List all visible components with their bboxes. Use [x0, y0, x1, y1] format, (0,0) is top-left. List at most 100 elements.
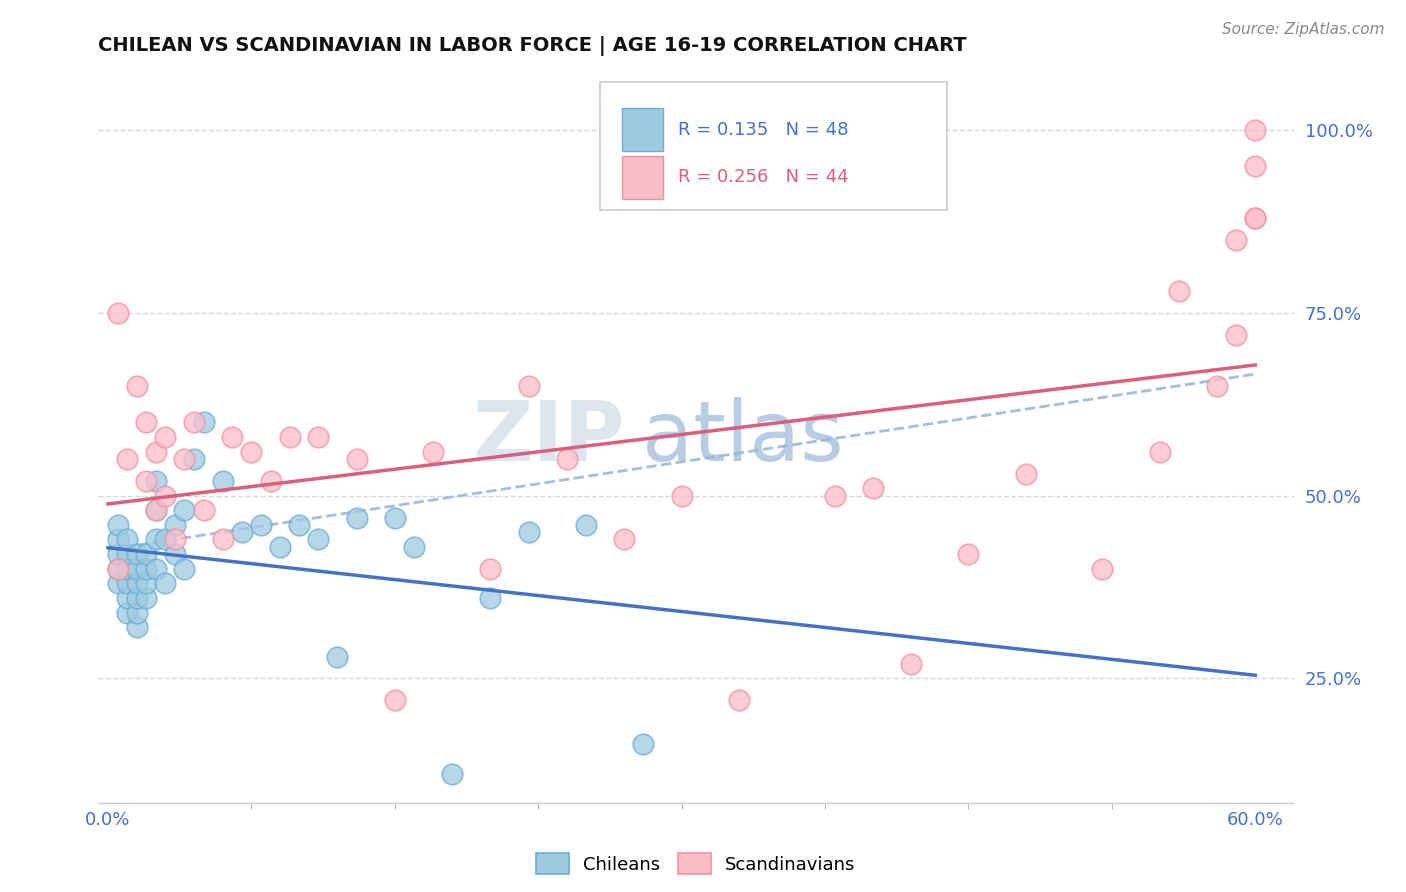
- Chileans: [125, 576, 148, 591]
- Chileans: [115, 606, 138, 620]
- FancyBboxPatch shape: [621, 156, 662, 199]
- Scandinavians: [384, 693, 406, 707]
- Chileans: [107, 576, 129, 591]
- Scandinavians: [862, 481, 884, 495]
- Scandinavians: [145, 503, 167, 517]
- Scandinavians: [1225, 233, 1247, 247]
- Chileans: [575, 517, 598, 532]
- Scandinavians: [163, 533, 186, 547]
- Scandinavians: [728, 693, 751, 707]
- Scandinavians: [1149, 444, 1171, 458]
- Chileans: [135, 547, 157, 561]
- Scandinavians: [1244, 123, 1267, 137]
- Scandinavians: [193, 503, 215, 517]
- Chileans: [115, 591, 138, 605]
- Scandinavians: [1206, 379, 1229, 393]
- Scandinavians: [183, 416, 205, 430]
- Chileans: [145, 503, 167, 517]
- Chileans: [288, 517, 311, 532]
- Scandinavians: [555, 452, 578, 467]
- Scandinavians: [1244, 211, 1267, 225]
- Text: atlas: atlas: [643, 397, 844, 477]
- Chileans: [346, 510, 368, 524]
- Chileans: [479, 591, 502, 605]
- Chileans: [107, 562, 129, 576]
- Chileans: [125, 606, 148, 620]
- Chileans: [125, 562, 148, 576]
- Chileans: [115, 562, 138, 576]
- Scandinavians: [278, 430, 301, 444]
- Scandinavians: [155, 489, 177, 503]
- Chileans: [135, 562, 157, 576]
- Chileans: [183, 452, 205, 467]
- Scandinavians: [517, 379, 540, 393]
- Chileans: [163, 547, 186, 561]
- Legend: Chileans, Scandinavians: Chileans, Scandinavians: [536, 854, 856, 874]
- Scandinavians: [1244, 160, 1267, 174]
- Scandinavians: [346, 452, 368, 467]
- Scandinavians: [155, 430, 177, 444]
- Scandinavians: [1225, 327, 1247, 342]
- Chileans: [115, 547, 138, 561]
- Text: ZIP: ZIP: [472, 397, 624, 477]
- Chileans: [269, 540, 291, 554]
- Chileans: [231, 525, 253, 540]
- Scandinavians: [135, 416, 157, 430]
- Scandinavians: [107, 306, 129, 320]
- Chileans: [145, 533, 167, 547]
- Scandinavians: [107, 562, 129, 576]
- Text: Source: ZipAtlas.com: Source: ZipAtlas.com: [1222, 22, 1385, 37]
- Chileans: [155, 533, 177, 547]
- Chileans: [307, 533, 329, 547]
- Scandinavians: [479, 562, 502, 576]
- Scandinavians: [240, 444, 263, 458]
- Scandinavians: [211, 533, 233, 547]
- Chileans: [173, 503, 195, 517]
- Scandinavians: [307, 430, 329, 444]
- Scandinavians: [1091, 562, 1114, 576]
- Chileans: [441, 766, 464, 780]
- Scandinavians: [221, 430, 243, 444]
- Text: R = 0.135   N = 48: R = 0.135 N = 48: [678, 121, 849, 139]
- Text: CHILEAN VS SCANDINAVIAN IN LABOR FORCE | AGE 16-19 CORRELATION CHART: CHILEAN VS SCANDINAVIAN IN LABOR FORCE |…: [98, 36, 967, 55]
- Chileans: [145, 562, 167, 576]
- Scandinavians: [125, 379, 148, 393]
- Chileans: [107, 547, 129, 561]
- Chileans: [633, 737, 655, 751]
- Scandinavians: [824, 489, 846, 503]
- Chileans: [135, 576, 157, 591]
- FancyBboxPatch shape: [600, 82, 948, 211]
- Chileans: [145, 474, 167, 488]
- Scandinavians: [671, 489, 693, 503]
- Scandinavians: [173, 452, 195, 467]
- Chileans: [107, 517, 129, 532]
- Chileans: [115, 533, 138, 547]
- Chileans: [402, 540, 425, 554]
- Scandinavians: [1244, 211, 1267, 225]
- Chileans: [326, 649, 349, 664]
- Scandinavians: [422, 444, 444, 458]
- Scandinavians: [613, 533, 636, 547]
- Chileans: [135, 591, 157, 605]
- Chileans: [125, 591, 148, 605]
- Scandinavians: [1167, 284, 1189, 298]
- Chileans: [517, 525, 540, 540]
- Scandinavians: [1015, 467, 1038, 481]
- Scandinavians: [957, 547, 980, 561]
- Chileans: [125, 620, 148, 634]
- Scandinavians: [115, 452, 138, 467]
- Chileans: [384, 510, 406, 524]
- Chileans: [115, 576, 138, 591]
- Chileans: [193, 416, 215, 430]
- Scandinavians: [135, 474, 157, 488]
- Chileans: [155, 576, 177, 591]
- Chileans: [211, 474, 233, 488]
- Chileans: [163, 517, 186, 532]
- Scandinavians: [145, 444, 167, 458]
- Text: R = 0.256   N = 44: R = 0.256 N = 44: [678, 169, 849, 186]
- Scandinavians: [900, 657, 922, 671]
- Scandinavians: [259, 474, 281, 488]
- Chileans: [125, 547, 148, 561]
- Chileans: [250, 517, 273, 532]
- Chileans: [173, 562, 195, 576]
